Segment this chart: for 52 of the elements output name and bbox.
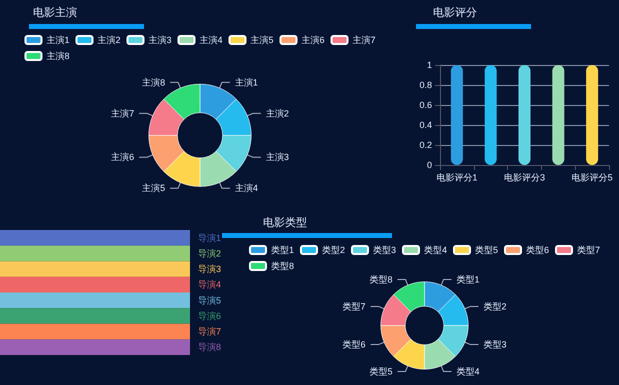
legend-label: 主演4 <box>199 35 223 45</box>
y-tick-label: 导演3 <box>198 264 222 274</box>
slice-label: 主演1 <box>234 77 258 88</box>
legend-label: 类型5 <box>475 245 498 255</box>
y-tick-label: 导演6 <box>198 310 222 321</box>
y-tick-label: 0 <box>426 160 432 170</box>
legend-label: 类型3 <box>372 245 396 255</box>
y-tick-label: 0.6 <box>419 100 432 110</box>
y-tick-label: 导演7 <box>198 326 222 337</box>
y-tick-label: 0.2 <box>419 140 432 150</box>
slice-label: 类型4 <box>456 366 480 376</box>
x-tick-label: 电影评分1 <box>436 172 478 182</box>
slice-label: 主演2 <box>266 108 289 118</box>
y-tick-label: 0.4 <box>419 120 432 130</box>
y-tick-label: 导演2 <box>198 248 222 258</box>
y-tick-label: 导演5 <box>198 295 222 306</box>
slice-label: 类型8 <box>369 274 392 285</box>
slice-label: 主演6 <box>111 152 134 162</box>
legend-label: 主演1 <box>46 35 70 45</box>
legend-label: 主演8 <box>46 51 70 61</box>
y-tick-label: 导演1 <box>198 232 222 243</box>
legend-label: 类型1 <box>270 245 294 255</box>
legend-label: 主演7 <box>352 35 376 45</box>
legend-label: 类型4 <box>424 245 448 255</box>
y-tick-label: 导演4 <box>198 280 222 290</box>
legend-label: 主演3 <box>148 35 172 45</box>
slice-label: 类型1 <box>456 274 480 285</box>
legend-label: 类型7 <box>577 245 600 255</box>
slice-label: 类型3 <box>483 340 506 350</box>
slice-label: 主演4 <box>234 183 258 194</box>
y-tick-label: 导演8 <box>198 342 222 352</box>
chart-title: 电影评分 <box>433 6 477 19</box>
y-tick-label: 1 <box>426 60 432 70</box>
legend-label: 主演2 <box>97 35 120 45</box>
y-tick-label: 0.8 <box>419 80 432 90</box>
legend-label: 类型2 <box>322 245 345 255</box>
slice-label: 类型6 <box>342 340 366 350</box>
slice-label: 主演7 <box>111 108 134 118</box>
chart-title: 电影主演 <box>33 6 77 19</box>
chart-title: 电影类型 <box>263 216 307 229</box>
slice-label: 类型5 <box>369 366 392 376</box>
slice-label: 主演8 <box>142 77 166 88</box>
legend-label: 类型8 <box>270 261 294 271</box>
x-tick-label: 电影评分5 <box>572 172 613 182</box>
slice-label: 主演5 <box>142 183 166 194</box>
x-tick-label: 电影评分3 <box>504 172 546 182</box>
legend-label: 主演6 <box>302 35 325 45</box>
slice-label: 主演3 <box>266 152 289 162</box>
slice-label: 类型2 <box>483 301 506 312</box>
slice-label: 类型7 <box>342 301 366 312</box>
legend-label: 类型6 <box>526 245 550 255</box>
legend-label: 主演5 <box>250 35 274 45</box>
